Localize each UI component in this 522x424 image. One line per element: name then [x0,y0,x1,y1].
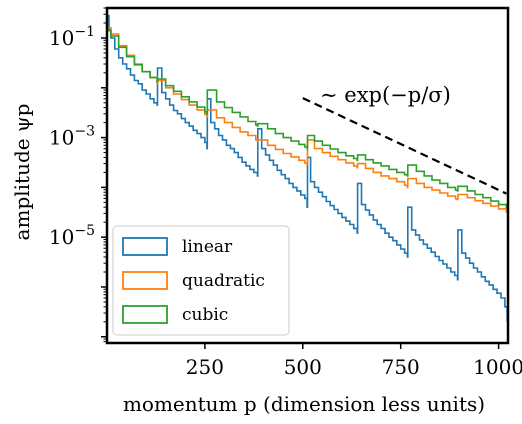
x-axis-label: momentum p (dimension less units) [123,392,485,416]
legend-box [112,225,290,336]
plot-frame [105,6,510,345]
legend: linear quadratic cubic [112,225,290,336]
series-layer [107,14,508,322]
reference-layer [302,97,507,195]
legend-swatch-quadratic [122,271,168,290]
x-tick-label: 750 [382,355,420,379]
y-tick-label: 10−3 [49,124,95,150]
series-line-quadratic [107,27,508,213]
reference-dashed-line [302,97,507,195]
legend-label-quadratic: quadratic [182,271,265,291]
x-tick-label: 500 [284,355,322,379]
x-ticks: 250 500 750 1000 [186,343,522,379]
series-line-linear [107,14,508,322]
legend-label-linear: linear [182,237,233,257]
y-tick-label: 10−5 [49,223,95,249]
legend-swatch-cubic [122,305,168,324]
y-tick-label: 10−1 [49,24,95,50]
y-ticks: 10−1 10−3 10−5 [49,7,107,343]
legend-label-cubic: cubic [182,305,228,325]
ref-annotation: ∼ exp(−p/σ) [320,83,451,107]
legend-swatch-linear [122,237,168,256]
series-line-cubic [107,29,508,209]
x-tick-label: 250 [186,355,224,379]
y-axis-label: amplitude ψp [10,104,34,241]
x-tick-label: 1000 [473,355,522,379]
